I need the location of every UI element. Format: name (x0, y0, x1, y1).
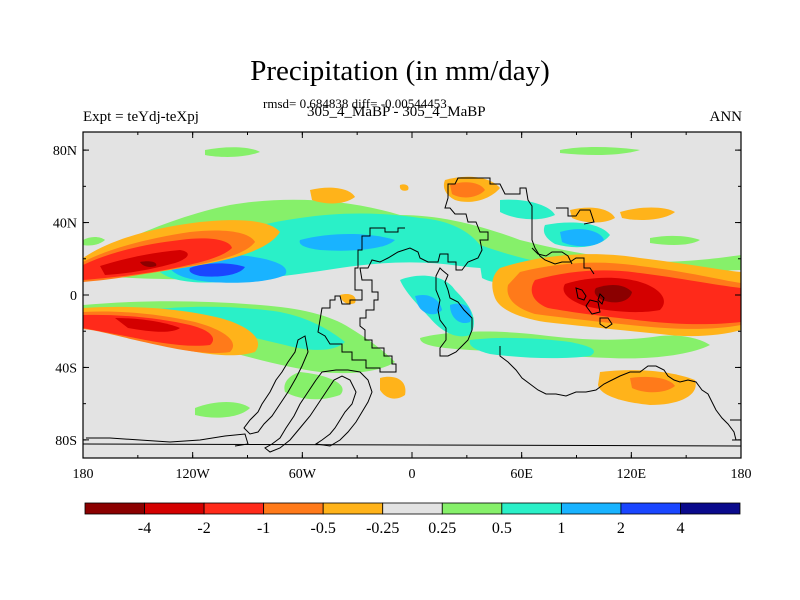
x-tick-label: 180 (731, 467, 752, 482)
colorbar-swatch (560, 502, 622, 515)
colorbar-swatch (382, 502, 443, 515)
x-tick-label: 60E (510, 467, 533, 482)
colorbar-label: -0.25 (366, 520, 399, 537)
colorbar-swatch (84, 502, 145, 515)
rmsd-diff-stats: rmsd= 0.684838 diff= -0.00544453 (263, 96, 447, 111)
y-tick-label: 0 (70, 289, 77, 304)
colorbar-label: 0.5 (492, 520, 512, 537)
colorbar-label: -1 (257, 520, 270, 537)
x-tick-label: 0 (409, 467, 416, 482)
season-label: ANN (709, 109, 743, 125)
y-axis: 80N 40N 0 40S 80S (53, 144, 741, 449)
colorbar-swatch (620, 502, 681, 515)
y-tick-label: 80S (55, 434, 77, 449)
colorbar-label: 4 (676, 520, 684, 537)
x-axis: 180 120W 60W 0 60E 120E 180 (73, 132, 752, 482)
colorbar-swatch (263, 502, 324, 515)
figure-title: Precipitation (in mm/day) (250, 55, 550, 87)
colorbar-swatch (441, 502, 503, 515)
colorbar-swatch (203, 502, 265, 515)
x-tick-label: 120W (176, 467, 211, 482)
y-tick-label: 80N (53, 144, 77, 159)
colorbar-label: -2 (197, 520, 210, 537)
y-tick-label: 40S (55, 361, 77, 376)
x-tick-label: 60W (289, 467, 317, 482)
colorbar-swatch (322, 502, 384, 515)
colorbar-label: 1 (557, 520, 565, 537)
experiment-subtitle: 305_4_MaBP - 305_4_MaBP (307, 104, 486, 120)
coastlines (83, 177, 741, 453)
colorbar-swatch (144, 502, 205, 515)
colorbar-swatch (501, 502, 562, 515)
field-2-positive (189, 263, 245, 277)
colorbar-label: -4 (138, 520, 151, 537)
y-tick-label: 40N (53, 217, 77, 232)
colorbar-label: 0.25 (428, 520, 456, 537)
precip-fields (83, 147, 741, 418)
colorbar-label: 2 (617, 520, 625, 537)
colorbar: -4 -2 -1 -0.5 -0.25 0.25 0.5 1 2 4 (84, 502, 741, 537)
colorbar-label: -0.5 (311, 520, 336, 537)
x-tick-label: 120E (617, 467, 647, 482)
experiment-label: Expt = teYdj-teXpj (83, 109, 199, 125)
colorbar-swatch (680, 502, 741, 515)
x-tick-label: 180 (73, 467, 94, 482)
